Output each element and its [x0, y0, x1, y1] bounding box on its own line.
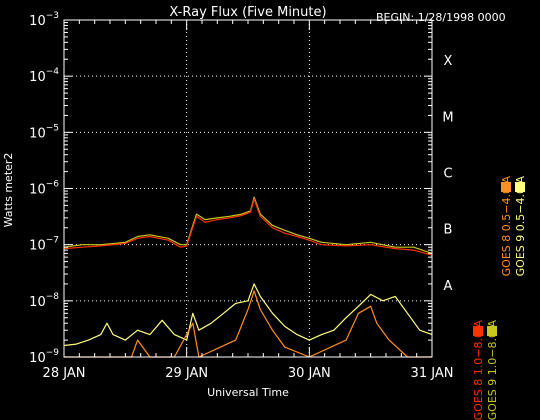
y-tick-label: 10−8 — [29, 292, 59, 310]
flare-class-label: X — [444, 54, 453, 69]
series-line — [63, 198, 433, 256]
legend-entry-label: GOES 8 1.0−8.0 A — [472, 320, 485, 420]
legend-swatch — [473, 326, 483, 336]
y-tick-base: 10 — [29, 14, 46, 29]
y-tick-label: 10−4 — [29, 67, 59, 85]
y-tick-label: 10−3 — [29, 11, 59, 29]
series-layer — [63, 196, 433, 358]
y-tick-label: 10−5 — [29, 123, 59, 141]
y-tick-label: 10−7 — [29, 236, 59, 254]
y-tick-base: 10 — [29, 351, 46, 366]
begin-date-label: BEGIN: 1/28/1998 0000 — [376, 11, 506, 24]
legend-entry-label: GOES 8 0.5−4.0 A — [500, 176, 513, 277]
y-tick-exponent: −4 — [46, 67, 60, 77]
y-tick-exponent: −9 — [46, 348, 60, 358]
y-tick-exponent: −7 — [46, 236, 59, 246]
y-tick-base: 10 — [29, 295, 46, 310]
series-line — [63, 196, 433, 254]
y-tick-base: 10 — [29, 239, 46, 254]
legend-entry-label: GOES 9 1.0−8.0 A — [486, 320, 499, 420]
grid-lines — [64, 20, 432, 357]
x-tick-label: 29 JAN — [165, 366, 208, 381]
y-tick-base: 10 — [29, 126, 46, 141]
x-tick-label: 31 JAN — [411, 366, 454, 381]
y-tick-exponent: −5 — [46, 123, 59, 133]
y-tick-label: 10−9 — [29, 348, 59, 366]
y-axis-label: Watts meter2 — [2, 153, 15, 228]
legend-entry-label: GOES 9 0.5−4.0 A — [514, 176, 527, 277]
y-axis-ticks: 10−910−810−710−610−510−410−3 — [29, 11, 432, 366]
legend-swatch — [501, 182, 511, 192]
x-axis-label: Universal Time — [207, 386, 289, 399]
x-tick-label: 30 JAN — [288, 366, 331, 381]
y-tick-label: 10−6 — [29, 180, 59, 198]
flare-class-label: A — [444, 279, 453, 294]
legend-swatch — [487, 326, 497, 336]
flare-class-label: C — [443, 167, 452, 182]
y-tick-exponent: −3 — [46, 11, 59, 21]
x-tick-label: 28 JAN — [43, 366, 86, 381]
legend: GOES 8 1.0−8.0 A GOES 9 1.0−8.0 A GOES 8 0… — [472, 176, 527, 420]
y-tick-base: 10 — [29, 183, 46, 198]
y-tick-base: 10 — [29, 70, 46, 85]
x-axis-ticks: 28 JAN 29 JAN 30 JAN 31 JAN — [43, 20, 454, 381]
legend-swatch — [515, 182, 525, 192]
flare-class-label: M — [442, 110, 453, 125]
chart-title: X-Ray Flux (Five Minute) — [169, 5, 326, 20]
y-tick-exponent: −6 — [46, 180, 60, 190]
series-line — [63, 283, 433, 347]
y-tick-exponent: −8 — [46, 292, 60, 302]
flare-class-labels: A B C M X — [442, 54, 453, 294]
flare-class-label: B — [444, 223, 453, 238]
